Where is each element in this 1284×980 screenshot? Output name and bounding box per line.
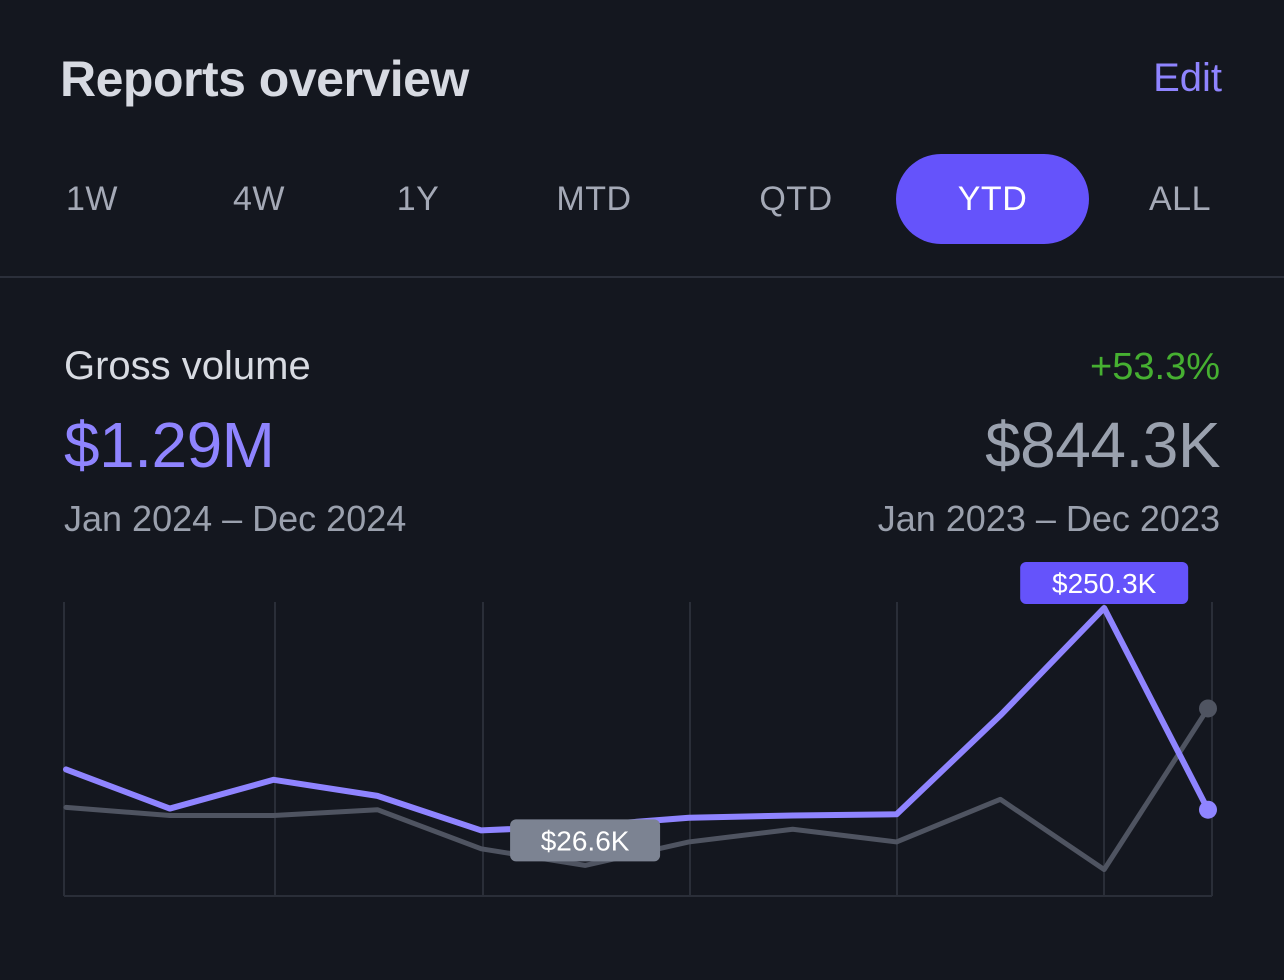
metric-label: Gross volume [64,344,311,388]
period-tabs: 1W 4W 1Y MTD QTD YTD ALL [0,150,1284,246]
previous-series-line [63,705,1211,873]
previous-value-label: $26.6K [541,825,630,856]
previous-value: $844.3K [985,409,1220,481]
tab-1w[interactable]: 1W [66,180,118,218]
tab-qtd[interactable]: QTD [759,180,833,218]
previous-point [1199,699,1217,718]
change-badge: +53.3% [1090,346,1220,388]
previous-date-range: Jan 2023 – Dec 2023 [877,498,1220,539]
current-date-range: Jan 2024 – Dec 2024 [64,498,407,539]
tab-4w[interactable]: 4W [233,180,285,218]
current-series-line [63,605,1211,834]
previous-value-tag [510,819,661,862]
tab-mtd[interactable]: MTD [556,180,632,218]
divider [0,276,1284,278]
tab-ytd[interactable]: YTD [896,154,1089,244]
tab-all[interactable]: ALL [1149,180,1211,218]
current-value-tag [1020,562,1189,604]
header: Reports overview Edit [0,0,1284,150]
page-title: Reports overview [60,51,469,107]
edit-button[interactable]: Edit [1153,56,1222,100]
tab-1y[interactable]: 1Y [396,180,440,218]
current-value: $1.29M [64,409,275,481]
current-value-label: $250.3K [1052,568,1157,599]
current-point [1199,800,1217,819]
